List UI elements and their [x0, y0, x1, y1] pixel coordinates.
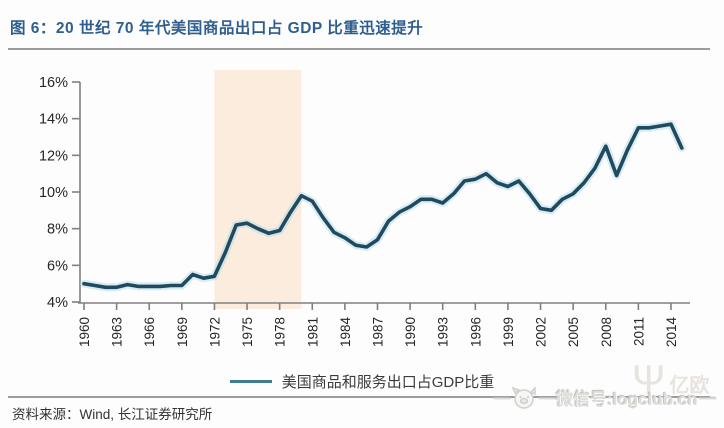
highlight-band-1970s [214, 70, 302, 309]
x-axis-tick-label: 2008 [599, 317, 614, 347]
x-axis-tick-label: 1972 [207, 317, 222, 347]
x-axis-tick-label: 1981 [305, 317, 320, 347]
x-axis-tick-label: 1969 [175, 317, 190, 347]
footer-divider [8, 396, 710, 398]
x-axis-tick-label: 1978 [273, 317, 288, 347]
x-axis-tick-label: 1990 [403, 317, 418, 347]
data-source-note: 资料来源：Wind, 长江证券研究所 [12, 407, 213, 422]
yiou-logo-watermark: Ψ 亿欧 [632, 358, 710, 402]
x-axis-tick-label: 1993 [436, 317, 451, 347]
x-axis-tick-label: 1996 [468, 317, 483, 347]
x-axis-tick-label: 1960 [77, 317, 92, 347]
series-line-exports-gdp [82, 122, 684, 290]
x-axis-tick-label: 1975 [240, 317, 255, 347]
chart-legend: 美国商品和服务出口占GDP比重 [0, 371, 724, 392]
y-axis-tick-label: 16% [39, 75, 68, 91]
x-axis-tick-label: 2011 [631, 317, 646, 346]
x-axis-tick-label: 1984 [338, 317, 353, 348]
yiou-trident-icon: Ψ [632, 358, 666, 402]
y-axis-tick-label: 12% [39, 148, 68, 164]
x-axis-tick-label: 1987 [370, 317, 385, 347]
y-axis-tick-label: 8% [47, 222, 68, 238]
figure-title: 图 6：20 世纪 70 年代美国商品出口占 GDP 比重迅速提升 [10, 20, 424, 37]
x-axis-tick-label: 2005 [566, 317, 581, 347]
legend-line-swatch [229, 380, 272, 383]
x-axis-tick-label: 1966 [142, 317, 157, 347]
series-line-halo [80, 120, 686, 292]
mascot-pig-icon [511, 385, 536, 409]
y-axis-tick-label: 6% [47, 258, 68, 274]
y-axis-tick-label: 4% [47, 295, 68, 311]
legend-series-label: 美国商品和服务出口占GDP比重 [281, 374, 495, 391]
x-axis-tick-label: 2002 [534, 317, 549, 347]
y-axis-tick-label: 14% [39, 112, 68, 128]
wechat-watermark: — — 微信号:logclub.cn — [494, 385, 717, 410]
wechat-id-text: 微信号:logclub.cn [556, 390, 698, 409]
exports-gdp-line-chart: 4% 6% 8% 10% 12% 14% 16% 1960 1963 1966 1969 1972 19… [39, 70, 690, 348]
y-axis-tick-label: 10% [39, 185, 68, 201]
title-divider [8, 48, 710, 50]
x-axis-tick-label: 2014 [664, 317, 679, 348]
x-axis-tick-label: 1999 [501, 317, 516, 347]
x-axis-tick-label: 1963 [110, 317, 125, 347]
